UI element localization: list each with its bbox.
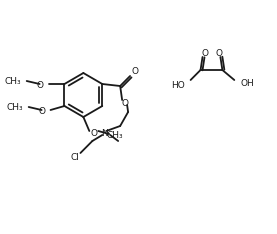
Text: O: O: [216, 48, 223, 58]
Text: O: O: [37, 80, 43, 89]
Text: CH₃: CH₃: [107, 131, 124, 139]
Text: O: O: [91, 128, 98, 138]
Text: Cl: Cl: [70, 154, 79, 162]
Text: O: O: [122, 99, 129, 109]
Text: N: N: [101, 128, 108, 138]
Text: CH₃: CH₃: [6, 103, 23, 113]
Text: HO: HO: [171, 81, 185, 91]
Text: O: O: [132, 67, 138, 77]
Text: O: O: [39, 107, 46, 117]
Text: O: O: [201, 48, 208, 58]
Text: OH: OH: [240, 80, 254, 88]
Text: CH₃: CH₃: [4, 77, 21, 87]
